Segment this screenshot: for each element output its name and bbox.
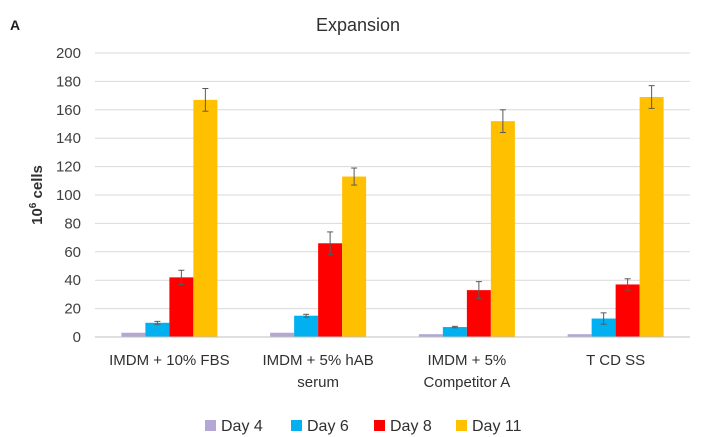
- bar: [121, 332, 146, 337]
- y-tick-label: 80: [64, 215, 81, 232]
- bar: [342, 176, 367, 337]
- bar: [591, 318, 616, 337]
- bar: [418, 334, 443, 337]
- bar: [567, 334, 592, 337]
- legend-label: Day 8: [390, 418, 432, 435]
- category-label: T CD SS: [586, 352, 645, 369]
- y-tick-label: 60: [64, 244, 81, 261]
- y-axis-label: 106 cells: [28, 165, 46, 225]
- y-tick-label: 20: [64, 301, 81, 318]
- bar: [490, 121, 515, 337]
- chart-title: Expansion: [316, 15, 400, 35]
- category-label: IMDM + 5%: [427, 352, 506, 369]
- category-labels: IMDM + 10% FBS IMDM + 5% hAB serum IMDM + 5…: [109, 352, 645, 391]
- panel-label: A: [10, 17, 20, 33]
- y-axis-label-base: 10: [29, 208, 46, 225]
- y-axis-label-exponent: 6: [28, 202, 39, 208]
- bar: [442, 327, 467, 337]
- bar: [639, 97, 664, 338]
- y-tick-label: 40: [64, 272, 81, 289]
- legend-label: Day 11: [472, 418, 522, 435]
- bar: [169, 277, 194, 337]
- bar: [270, 332, 295, 337]
- category-label: Competitor A: [424, 374, 511, 391]
- y-tick-label: 100: [56, 187, 81, 204]
- legend-label: Day 6: [307, 418, 349, 435]
- y-tick-label: 200: [56, 45, 81, 62]
- legend: Day 4 Day 6 Day 8 Day 11: [205, 418, 522, 435]
- y-tick-label: 140: [56, 130, 81, 147]
- y-tick-label: 0: [73, 329, 81, 346]
- bar: [615, 284, 640, 337]
- bar: [294, 315, 319, 337]
- y-tick-label: 180: [56, 73, 81, 90]
- bar: [193, 99, 218, 337]
- category-label: IMDM + 5% hAB: [262, 352, 373, 369]
- legend-swatch: [205, 420, 216, 431]
- category-label: IMDM + 10% FBS: [109, 352, 229, 369]
- legend-swatch: [291, 420, 302, 431]
- y-tick-label: 160: [56, 102, 81, 119]
- bar: [145, 322, 170, 337]
- legend-swatch: [374, 420, 385, 431]
- y-tick-labels: 0 20 40 60 80 100 120 140 160 180 200: [56, 45, 81, 346]
- y-tick-label: 120: [56, 159, 81, 176]
- bar: [318, 243, 343, 337]
- bars: [121, 97, 664, 338]
- y-axis-label-suffix: cells: [29, 165, 46, 203]
- error-bars: [154, 85, 655, 329]
- legend-swatch: [456, 420, 467, 431]
- legend-label: Day 4: [221, 418, 263, 435]
- category-label: serum: [297, 374, 339, 391]
